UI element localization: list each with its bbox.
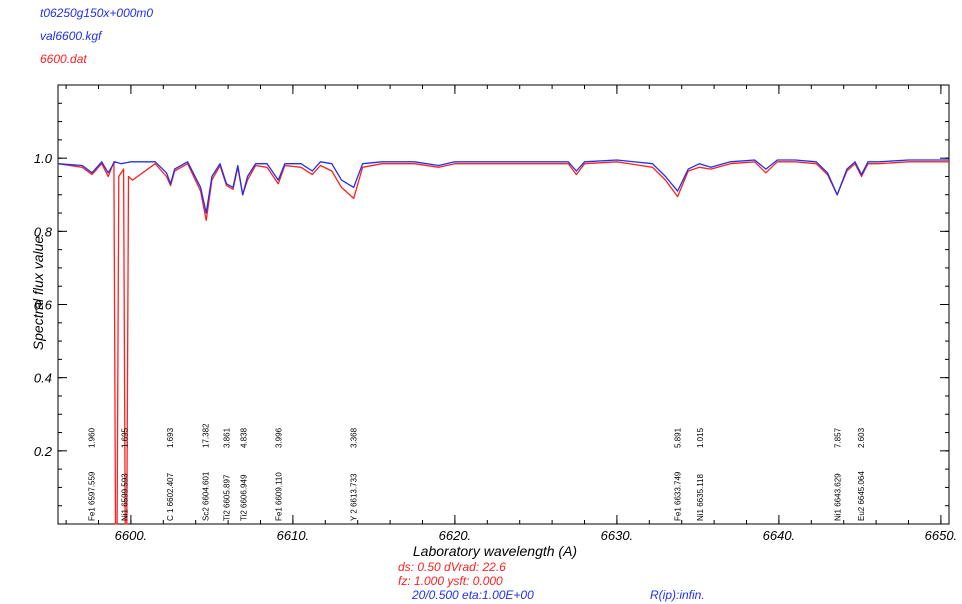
line-id-label: Fe1 6633.749 (674, 471, 683, 521)
line-id-value: 5.891 (674, 427, 683, 448)
y-tick-label: 0.6 (34, 298, 53, 313)
x-axis-label: Laboratory wavelength (A) (412, 543, 578, 559)
line-id-label: Y 2 6613.733 (349, 473, 358, 521)
line-id-value: 1.693 (166, 427, 175, 448)
line-id-label: Fe1 6597.559 (87, 471, 96, 521)
line-id-value: 1.015 (696, 427, 705, 448)
line-id-label: Eu2 6645.064 (857, 471, 866, 521)
line-id-value: 3.861 (222, 427, 231, 448)
x-tick-label: 6620. (439, 528, 472, 543)
axis-group: 6600. 6610. 6620. 6630. 6640. 6650. 0.2 0.4 0.6 0… (34, 84, 958, 543)
plot-frame (57, 84, 950, 525)
x-tick-label: 6630. (601, 528, 634, 543)
footer-line-1: ds: 0.50 dVrad: 22.6 (398, 560, 506, 574)
line-identification-group: Fe1 6597.559 1.960 Ni1 6599.593 1.695 C 1 66… (87, 423, 866, 521)
observed-file-label: 6600.dat (40, 52, 87, 66)
y-tick-label: 0.8 (34, 224, 53, 239)
y-tick-label: 0.4 (34, 371, 52, 386)
linelist-name-label: val6600.kgf (40, 29, 102, 43)
line-id-label: Ti2 6605.897 (222, 474, 231, 521)
line-id-label: Ti2 6606.949 (239, 474, 248, 521)
line-id-label: Sc2 6604.601 (201, 471, 210, 521)
line-id-value: 3.368 (349, 427, 358, 448)
y-tick-label: 0.2 (34, 444, 53, 459)
x-tick-label: 6650. (925, 528, 958, 543)
y-axis-label: Spectral flux value (30, 235, 46, 351)
line-id-label: Fe1 6609.110 (274, 472, 283, 521)
line-id-value: 2.603 (857, 427, 866, 448)
x-tick-label: 6600. (115, 528, 148, 543)
observed-spectrum-line (57, 161, 949, 525)
line-id-value: 1.695 (120, 427, 129, 448)
line-id-label: Ni1 6643.629 (834, 473, 843, 521)
x-tick-label: 6640. (763, 528, 796, 543)
y-tick-label: 1.0 (34, 151, 53, 166)
x-tick-label: 6610. (277, 528, 310, 543)
line-id-label: Ni1 6635.118 (696, 473, 705, 521)
series-group (57, 159, 949, 525)
footer-line-4: R(ip):infin. (650, 588, 705, 602)
footer-line-3: 20/0.500 eta:1.00E+00 (412, 588, 534, 602)
model-name-label: t06250g150x+000m0 (40, 6, 154, 20)
line-id-value: 4.838 (239, 427, 248, 448)
line-id-value: 17.382 (201, 423, 210, 448)
model-spectrum-line (57, 159, 949, 214)
line-id-value: 1.960 (87, 427, 96, 448)
line-id-value: 3.996 (274, 427, 283, 448)
line-id-label: Ni1 6599.593 (120, 473, 129, 521)
line-id-label: C 1 6602.407 (166, 472, 175, 521)
line-id-value: 7.857 (834, 427, 843, 448)
footer-line-2: fz: 1.000 ysft: 0.000 (398, 574, 503, 588)
